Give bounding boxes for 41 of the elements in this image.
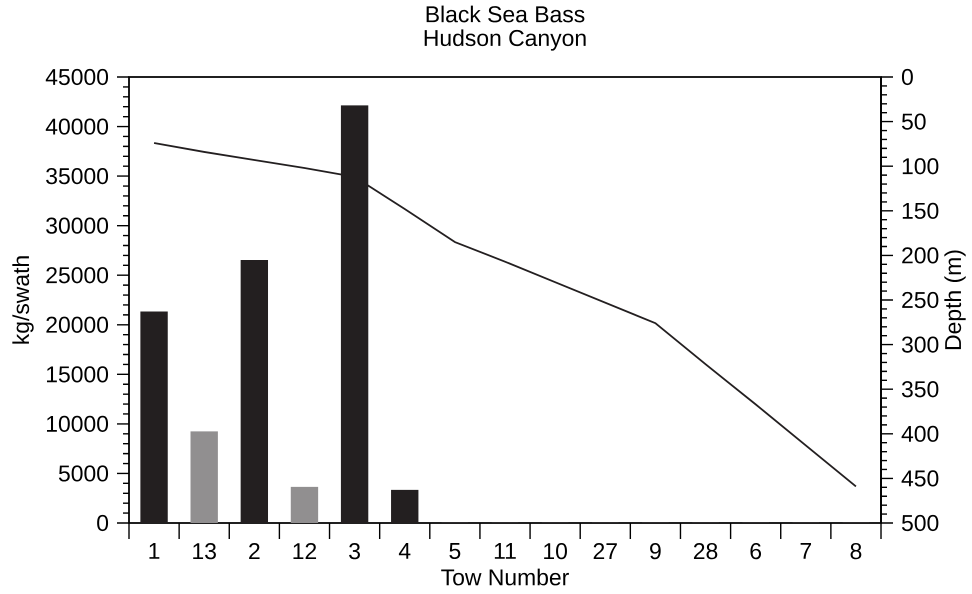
y-axis-title: kg/swath	[12, 256, 34, 344]
y-tick-label: 45000	[46, 68, 108, 86]
y-tick-label: 40000	[46, 118, 108, 135]
x-axis-title: Tow Number	[441, 568, 569, 586]
chart-subtitle: Hudson Canyon	[424, 29, 586, 51]
x-tick-label: 3	[349, 543, 360, 560]
chart-title: Black Sea Bass	[426, 6, 584, 22]
y2-tick-label: 350	[902, 381, 938, 398]
y2-axis-title: Depth (m)	[944, 250, 966, 350]
y-tick-label: 10000	[46, 416, 108, 432]
x-tick-label: 27	[594, 543, 617, 560]
x-tick-label: 28	[694, 543, 718, 560]
x-tick-label: 8	[850, 543, 862, 560]
x-tick-label: 4	[398, 543, 410, 559]
x-tick-label: 1	[149, 543, 160, 559]
y2-tick-label: 500	[902, 514, 938, 532]
y2-tick-label: 100	[902, 158, 938, 174]
y-tick-label: 30000	[46, 218, 108, 234]
y-tick-label: 15000	[46, 366, 108, 382]
y-tick-label: 25000	[46, 267, 108, 284]
x-tick-label: 2	[249, 543, 260, 560]
y2-tick-label: 50	[902, 114, 926, 130]
y2-tick-label: 400	[902, 426, 938, 442]
y2-tick-label: 250	[902, 292, 938, 308]
x-tick-label: 10	[544, 543, 567, 560]
y-tick-label: 5000	[58, 465, 108, 482]
x-tick-label: 5	[449, 543, 460, 560]
y2-tick-label: 0	[902, 68, 913, 86]
y2-tick-label: 450	[902, 470, 938, 487]
y-tick-label: 35000	[46, 168, 108, 184]
x-tick-label: 9	[650, 543, 661, 560]
x-tick-label: 6	[750, 543, 762, 560]
y-tick-label: 20000	[46, 316, 108, 333]
y2-tick-label: 150	[902, 202, 938, 219]
x-tick-label: 12	[293, 543, 316, 560]
x-tick-label: 7	[800, 543, 812, 559]
x-tick-label: 13	[193, 543, 216, 560]
y2-tick-label: 200	[902, 247, 938, 264]
y2-tick-label: 300	[902, 336, 938, 353]
y-tick-label: 0	[97, 514, 108, 532]
x-tick-label: 11	[494, 543, 516, 559]
